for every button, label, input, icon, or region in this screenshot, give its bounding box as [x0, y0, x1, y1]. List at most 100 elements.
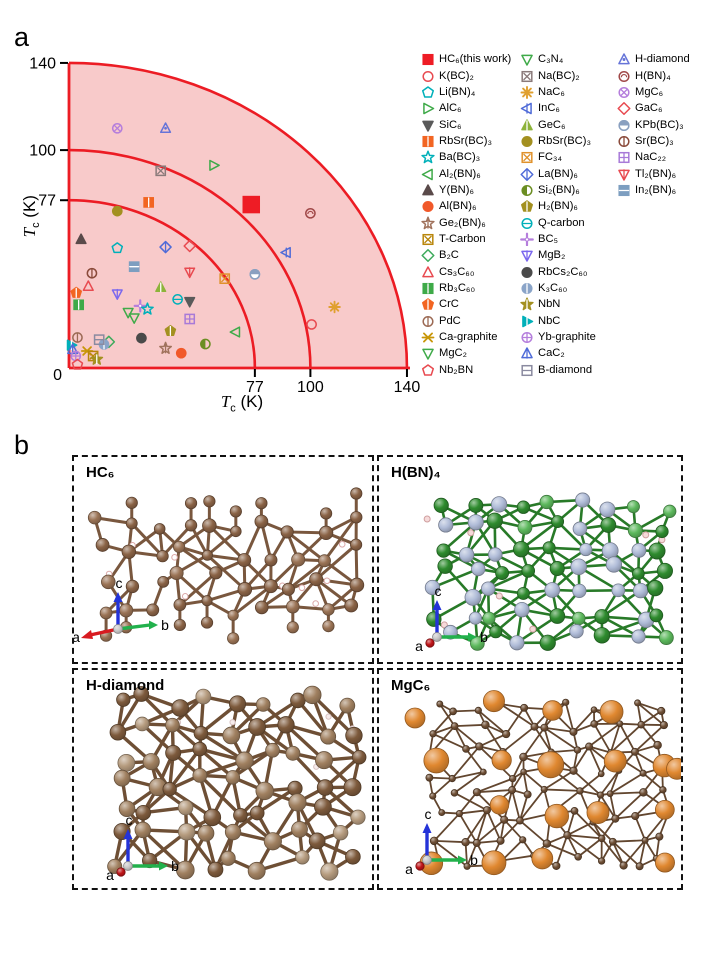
legend-marker-icon	[521, 70, 533, 82]
legend-item: Sr(BC)₃	[617, 133, 714, 149]
crystal-structure-image: c b a	[106, 685, 367, 883]
scatter-point	[111, 205, 123, 217]
x-axis-title-unit: (K)	[235, 392, 264, 411]
legend-item-label: Na(BC)₂	[538, 69, 580, 82]
y-axis-title-unit: (K)	[19, 195, 39, 223]
legend-item: H-diamond	[617, 51, 714, 67]
scatter-point	[172, 294, 183, 305]
legend-item: Rb₃C₆₀	[421, 280, 520, 296]
legend-marker-icon	[520, 102, 532, 115]
origin-sphere	[123, 861, 133, 871]
legend-item-label: Q-carbon	[538, 216, 585, 229]
legend-item-label: H₂(BN)₆	[538, 200, 578, 213]
tc-arc-140	[68, 61, 409, 369]
legend-marker-icon	[422, 315, 434, 327]
legend-item: RbSr(BC)₃	[520, 133, 617, 149]
legend-marker-icon	[422, 201, 434, 213]
legend-marker-icon	[422, 265, 434, 277]
legend-marker-icon	[421, 168, 433, 180]
origin-sphere	[113, 624, 123, 634]
legend-item: K₃C₆₀	[520, 280, 617, 296]
legend: HC₆(this work) K(BC)₂ Li(BN)₄ AlC₆ SiC₆ RbSr(…	[421, 51, 714, 378]
legend-item-label: Yb-graphite	[538, 331, 596, 344]
legend-marker-icon	[421, 249, 435, 263]
scatter-point	[280, 246, 291, 259]
scatter-point	[75, 233, 87, 245]
legend-item-label: NbC	[538, 314, 561, 327]
structure-box-h-diamond: H-diamond c b a	[72, 668, 374, 890]
legend-item-label: T-Carbon	[439, 232, 486, 245]
legend-item-label: K(BC)₂	[439, 69, 474, 82]
legend-item-label: C₃N₄	[538, 53, 564, 66]
axis-label-a: a	[106, 867, 114, 883]
tc-shaded-region	[69, 62, 407, 368]
legend-marker-icon	[520, 232, 534, 246]
scatter-point	[128, 261, 140, 273]
tc-arc-100	[68, 148, 312, 369]
legend-marker-icon	[422, 120, 434, 132]
legend-column: H-diamond H(BN)₄ MgC₆ GaC₆ KPb(BC)₃ Sr(BC)₃ Na…	[617, 51, 714, 378]
legend-item-label: HC₆(this work)	[439, 53, 512, 66]
legend-item-label: GaC₆	[635, 102, 663, 115]
legend-marker-icon	[521, 118, 533, 131]
axis-label-b: b	[171, 858, 179, 874]
axis-indicator: c b a	[415, 583, 488, 654]
scatter-point	[159, 341, 172, 354]
origin-tick-label: 0	[53, 367, 62, 384]
legend-column: HC₆(this work) K(BC)₂ Li(BN)₄ AlC₆ SiC₆ RbSr(…	[421, 51, 520, 378]
scatter-point	[90, 352, 104, 365]
legend-item: Nb₂BN	[421, 362, 520, 378]
axis-label-a: a	[415, 638, 423, 654]
legend-marker-icon	[422, 184, 434, 196]
axis-ticks: 77 100 140 77 100 140 0	[29, 55, 420, 396]
x-axis-title-sub: c	[230, 402, 236, 415]
legend-marker-icon	[521, 266, 533, 278]
legend-item-label: SiC₆	[439, 118, 462, 131]
axis-label-b: b	[470, 852, 478, 868]
legend-item-label: Al(BN)₆	[439, 200, 477, 213]
legend-item: T-Carbon	[421, 231, 520, 247]
y-axis-title-sub: c	[30, 222, 43, 228]
legend-marker-icon	[521, 135, 533, 147]
legend-item-label: RbSr(BC)₃	[439, 134, 493, 147]
legend-item-label: MgB₂	[538, 249, 566, 262]
scatter-point	[164, 324, 177, 336]
legend-item-label: KPb(BC)₃	[635, 118, 684, 131]
legend-item: H(BN)₄	[617, 67, 714, 83]
legend-item: CrC	[421, 296, 520, 312]
legend-item-label: H-diamond	[635, 53, 690, 66]
legend-marker-icon	[522, 315, 534, 327]
legend-item-label: PdC	[439, 314, 461, 327]
hydrogen-atoms	[105, 519, 346, 607]
structure-title: MgC₆	[391, 677, 431, 694]
legend-marker-icon	[421, 332, 435, 343]
atoms	[87, 487, 365, 645]
legend-item: Ca-graphite	[421, 329, 520, 345]
scatter-point	[306, 319, 317, 330]
legend-item: NaC₆	[520, 84, 617, 100]
axis-label-c: c	[126, 812, 133, 828]
legend-item: SiC₆	[421, 116, 520, 132]
legend-item: RbSr(BC)₃	[421, 133, 520, 149]
legend-marker-icon	[521, 184, 533, 196]
legend-item-label: CaC₂	[538, 347, 565, 360]
legend-marker-icon	[618, 152, 630, 164]
scatter-point	[143, 197, 155, 208]
legend-marker-icon	[618, 70, 630, 82]
legend-marker-icon	[521, 200, 533, 212]
axis-label-b: b	[480, 629, 488, 645]
legend-item: B₂C	[421, 247, 520, 263]
legend-item-label: GeC₆	[538, 118, 566, 131]
legend-item: La(BN)₆	[520, 165, 617, 181]
axis-label-a: a	[74, 629, 80, 645]
legend-item-label: Cs₃C₆₀	[439, 265, 475, 278]
legend-item: KPb(BC)₃	[617, 116, 714, 132]
hydrogen-atoms	[423, 515, 666, 633]
legend-item: Yb-graphite	[520, 329, 617, 345]
legend-marker-icon	[618, 86, 630, 98]
legend-item: NbC	[520, 313, 617, 329]
legend-marker-icon	[618, 184, 630, 196]
scatter-point	[71, 358, 84, 370]
scatter-point	[183, 239, 196, 253]
